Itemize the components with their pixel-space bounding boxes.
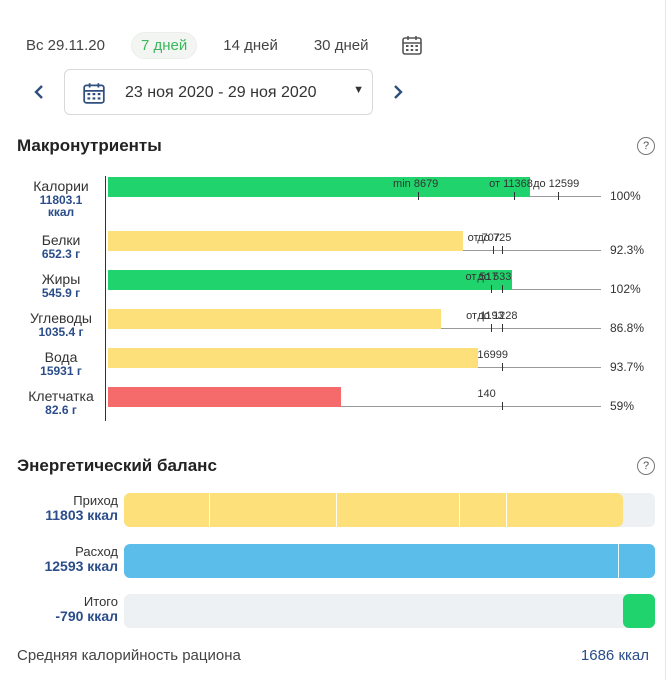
macro-tick (502, 402, 504, 410)
energy-value: 11803 ккал (45, 507, 118, 524)
macro-percent: 102% (610, 282, 641, 296)
macro-percent: 100% (610, 189, 641, 203)
macro-tick (418, 192, 420, 200)
macro-tick (502, 363, 504, 371)
energy-label: Приход 11803 ккал (16, 493, 118, 524)
avg-calorie-value: 1686 ккал (580, 647, 649, 664)
macro-tick-label: до 533 (477, 271, 512, 283)
macro-value: 82.6 г (45, 402, 77, 417)
macro-tick (502, 246, 504, 254)
macro-label: Жиры 545.9 г (16, 272, 106, 299)
tab-30-days[interactable]: 30 дней (313, 36, 369, 54)
macro-percent: 93.7% (610, 360, 645, 374)
macro-tick-label: от 11368 (489, 178, 533, 190)
energy-bar (623, 594, 655, 628)
tab-day[interactable]: Вс 29.11.20 (26, 36, 105, 54)
macro-tick-label: до 12599 (533, 178, 580, 190)
energy-track (124, 493, 655, 527)
energy-bar (124, 493, 624, 527)
macro-tick-label: min 8679 (393, 178, 439, 190)
energy-name: Итого (83, 594, 118, 609)
macro-name: Клетчатка (28, 388, 94, 404)
macro-percent: 86.8% (610, 321, 645, 335)
macro-track (108, 406, 601, 407)
macros-title: Макронутриенты (17, 136, 162, 155)
macro-value: 652.3 г (41, 246, 81, 261)
macro-unit: ккал (47, 205, 75, 220)
macro-name: Жиры (41, 271, 81, 287)
macro-label: Клетчатка 82.6 г (16, 389, 106, 416)
energy-help-icon[interactable]: ? (637, 457, 655, 475)
macro-name: Углеводы (29, 310, 92, 326)
macro-bar (108, 348, 478, 368)
macros-help-icon[interactable]: ? (637, 137, 655, 155)
calendar-icon (82, 81, 106, 110)
calendar-icon[interactable] (401, 34, 423, 56)
caret-down-icon: ▼ (353, 84, 364, 96)
energy-bar (124, 544, 655, 578)
macro-label: Калории 11803.1 ккал (16, 179, 106, 219)
macro-tick (502, 285, 504, 293)
macro-tick-label: от 1193 (466, 310, 504, 322)
macro-bar (108, 309, 441, 329)
macro-value: 15931 г (40, 363, 82, 378)
macro-tick (491, 324, 493, 332)
macro-tick (514, 192, 516, 200)
energy-value: 12593 ккал (44, 558, 118, 575)
macro-tick (558, 192, 560, 200)
energy-track (124, 594, 655, 628)
tab-7-days[interactable]: 7 дней (131, 32, 197, 58)
tab-14-days[interactable]: 14 дней (223, 36, 278, 54)
macro-label: Вода 15931 г (16, 350, 106, 377)
macro-label: Углеводы 1035.4 г (16, 311, 106, 338)
bar-divider (458, 493, 460, 527)
macro-bar (108, 231, 463, 251)
macro-tick-label: до 1228 (477, 310, 518, 322)
energy-name: Приход (73, 493, 118, 508)
date-range-select[interactable]: 23 ноя 2020 - 29 ноя 2020 ▼ (64, 69, 373, 115)
macro-value: 545.9 г (41, 285, 81, 300)
period-tabs: Вс 29.11.20 7 дней 14 дней 30 дней (26, 30, 423, 60)
macro-tick (492, 246, 494, 254)
macro-value: 11803.1 (39, 192, 83, 207)
energy-label: Расход 12593 ккал (16, 544, 118, 575)
macro-tick (490, 285, 492, 293)
energy-label: Итого -790 ккал (16, 594, 118, 625)
macro-value: 1035.4 г (38, 324, 84, 339)
macro-name: Белки (41, 232, 81, 248)
macro-label: Белки 652.3 г (16, 233, 106, 260)
macro-tick-label: 140 (477, 388, 496, 400)
next-period-button[interactable] (392, 80, 404, 106)
macro-percent: 92.3% (610, 243, 645, 257)
macro-name: Калории (33, 178, 89, 194)
energy-name: Расход (75, 544, 118, 559)
macros-axis (105, 176, 106, 421)
macro-tick-label: 16999 (477, 349, 508, 361)
macro-name: Вода (44, 349, 78, 365)
bar-divider (208, 493, 210, 527)
bar-divider (617, 544, 619, 578)
bar-divider (336, 493, 338, 527)
macro-bar (108, 270, 512, 290)
energy-value: -790 ккал (55, 608, 118, 625)
macro-tick-label: от 707 (467, 232, 500, 244)
avg-calorie-label: Средняя калорийность рациона (17, 647, 241, 664)
bar-divider (506, 493, 508, 527)
energy-title: Энергетический баланс (17, 456, 217, 475)
prev-period-button[interactable] (33, 80, 45, 106)
macro-percent: 59% (610, 399, 635, 413)
macro-bar (108, 387, 341, 407)
macro-bar (108, 177, 530, 197)
macro-tick-label: до 725 (477, 232, 512, 244)
date-range-text: 23 ноя 2020 - 29 ноя 2020 (125, 84, 317, 101)
macro-tick-label: от 517 (465, 271, 498, 283)
energy-track (124, 544, 655, 578)
macro-tick (502, 324, 504, 332)
